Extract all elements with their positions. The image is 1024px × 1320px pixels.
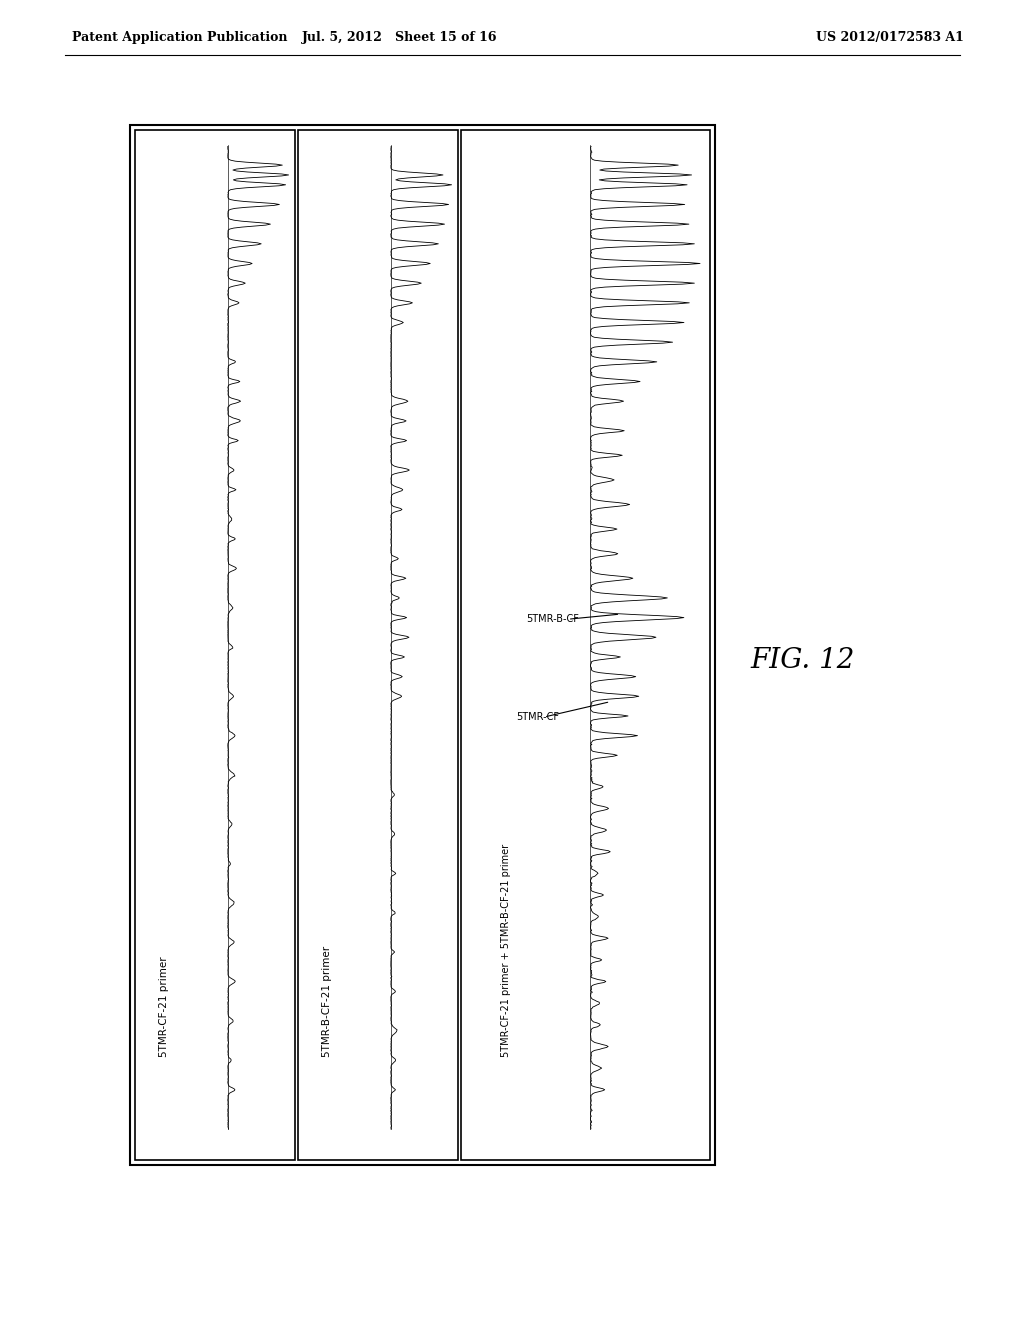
Text: 5TMR-CF-21 primer: 5TMR-CF-21 primer bbox=[159, 957, 169, 1057]
Text: Jul. 5, 2012   Sheet 15 of 16: Jul. 5, 2012 Sheet 15 of 16 bbox=[302, 30, 498, 44]
Text: Patent Application Publication: Patent Application Publication bbox=[72, 30, 288, 44]
Bar bbox=[298, 129, 458, 1160]
Text: 5TMR-B-CF-21 primer: 5TMR-B-CF-21 primer bbox=[322, 946, 332, 1057]
Text: 5TMR-B-CF: 5TMR-B-CF bbox=[525, 614, 579, 624]
Bar bbox=[130, 125, 715, 1166]
Bar bbox=[135, 129, 295, 1160]
Text: 5TMR-CF-21 primer + 5TMR-B-CF-21 primer: 5TMR-CF-21 primer + 5TMR-B-CF-21 primer bbox=[501, 843, 511, 1057]
Text: FIG. 12: FIG. 12 bbox=[750, 647, 854, 673]
Text: 5TMR-CF: 5TMR-CF bbox=[516, 711, 559, 722]
Bar bbox=[461, 129, 710, 1160]
Text: US 2012/0172583 A1: US 2012/0172583 A1 bbox=[816, 30, 964, 44]
